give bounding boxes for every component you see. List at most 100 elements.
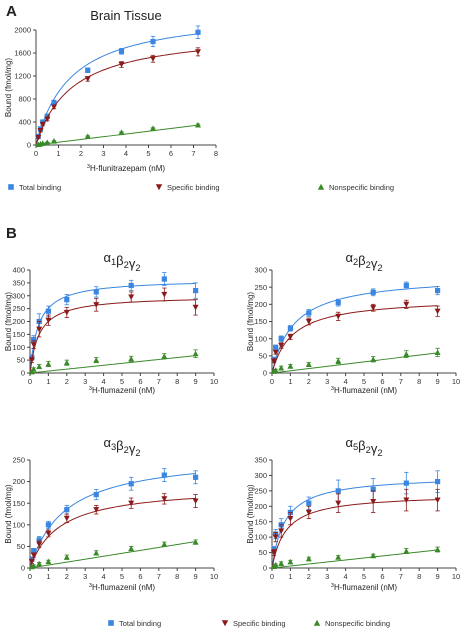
panel-letter-b: B	[6, 225, 17, 242]
data-point	[150, 38, 156, 45]
y-tick-label: 800	[18, 95, 31, 104]
x-tick-label: 6	[380, 377, 384, 386]
data-point	[93, 357, 100, 363]
data-point	[335, 554, 342, 560]
data-point	[287, 516, 294, 522]
y-axis-label: Bound (fmol/mg)	[246, 484, 255, 543]
data-point	[150, 56, 156, 62]
data-point	[195, 121, 201, 128]
x-label-text: H-flumazenil (nM)	[92, 583, 155, 592]
y-tick-label: 150	[254, 517, 267, 526]
data-point	[30, 366, 37, 372]
fit-curve	[29, 472, 196, 569]
data-point	[45, 522, 51, 528]
data-point	[39, 140, 46, 146]
x-tick-label: 5	[120, 572, 124, 581]
data-point	[37, 128, 44, 134]
fit-curve	[271, 352, 438, 374]
data-point	[118, 129, 125, 135]
series-1	[29, 468, 199, 569]
x-label-superscript: 3	[87, 164, 90, 170]
data-point	[278, 364, 285, 371]
data-point	[305, 318, 312, 325]
data-point	[278, 528, 285, 534]
data-point	[128, 500, 135, 507]
x-tick-label: 4	[102, 377, 106, 386]
legend-row-2: Total binding Specific binding Nonspecific…	[108, 619, 390, 628]
y-tick-label: 2000	[14, 26, 31, 35]
legend-label: Nonspecific binding	[325, 619, 390, 628]
series-1	[271, 470, 441, 569]
y-tick-label: 400	[12, 266, 25, 275]
y-tick-label: 150	[12, 330, 25, 339]
data-point	[36, 541, 43, 548]
data-point	[31, 336, 37, 343]
data-point	[272, 349, 279, 356]
title-symbol: α	[103, 435, 111, 450]
legend-label: Specific binding	[167, 183, 220, 192]
data-point	[192, 350, 199, 357]
y-tick-label: 100	[254, 533, 267, 542]
title-symbol: α	[345, 250, 353, 265]
data-point	[93, 549, 100, 556]
data-point	[403, 282, 409, 289]
fit-curve	[271, 481, 438, 569]
fit-curve	[29, 282, 196, 374]
data-point	[118, 61, 125, 68]
y-tick-label: 100	[12, 343, 25, 352]
data-point	[63, 359, 70, 366]
title-symbol: α	[345, 435, 353, 450]
data-point	[63, 309, 70, 316]
data-point	[305, 555, 312, 562]
chart-title: α5β2γ2	[345, 435, 382, 458]
fit-curve	[29, 355, 196, 374]
data-point	[335, 300, 341, 306]
fit-curve	[271, 549, 438, 569]
data-point	[335, 313, 342, 320]
fit-curve	[35, 124, 199, 146]
data-point	[45, 308, 51, 314]
data-point	[128, 355, 135, 362]
data-point	[192, 304, 199, 311]
title-subscript: 2	[366, 445, 371, 455]
x-tick-label: 7	[157, 572, 161, 581]
x-tick-label: 5	[120, 377, 124, 386]
legend-label: Total binding	[19, 183, 61, 192]
title-symbol: α	[103, 250, 111, 265]
x-tick-label: 2	[79, 149, 83, 158]
series-2	[270, 299, 441, 374]
data-point	[270, 358, 277, 364]
data-point	[272, 561, 279, 568]
data-point	[278, 560, 285, 566]
x-tick-label: 3	[325, 572, 329, 581]
series-3	[28, 539, 199, 570]
y-tick-label: 350	[254, 456, 267, 465]
x-tick-label: 5	[362, 572, 366, 581]
data-point	[128, 282, 134, 289]
legend-marker	[317, 183, 325, 190]
x-tick-label: 4	[344, 572, 348, 581]
data-point	[370, 552, 377, 559]
x-tick-label: 1	[288, 377, 292, 386]
data-point	[35, 134, 42, 141]
data-point	[195, 29, 201, 35]
x-axis-label: 3H-flunitrazepam (nM)	[87, 164, 166, 173]
title-subscript: 2	[366, 260, 371, 270]
y-tick-label: 200	[254, 300, 267, 309]
title-subscript: 3	[111, 442, 116, 452]
data-point	[93, 491, 99, 498]
y-tick-label: 0	[21, 564, 25, 573]
data-point	[193, 288, 199, 294]
data-point	[30, 342, 37, 348]
x-axis-label: 3H-flumazenil (nM)	[89, 386, 156, 395]
data-point	[403, 301, 410, 308]
data-point	[272, 534, 279, 541]
data-point	[370, 305, 377, 311]
series-1	[35, 25, 201, 146]
y-tick-label: 250	[254, 486, 267, 495]
x-tick-label: 10	[210, 572, 218, 581]
data-point	[36, 537, 42, 543]
title-subscript: 2	[377, 448, 382, 458]
legend-label: Nonspecific binding	[329, 183, 394, 192]
x-tick-label: 6	[138, 572, 142, 581]
